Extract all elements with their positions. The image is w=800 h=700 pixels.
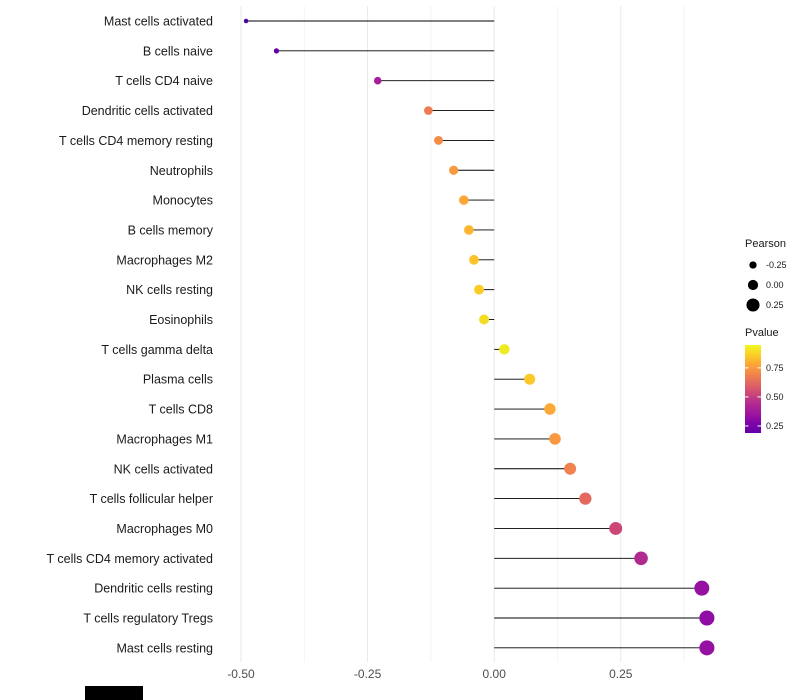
lollipop-row: Plasma cells <box>143 373 536 387</box>
data-point <box>634 551 648 566</box>
data-point <box>469 254 479 265</box>
legend-size-label: 0.25 <box>766 300 784 310</box>
legend-color-label: 0.75 <box>766 363 784 373</box>
lollipop-row: Neutrophils <box>150 164 495 178</box>
legend-size-dot <box>747 279 759 291</box>
category-label: Mast cells activated <box>104 15 213 29</box>
lollipop-row: T cells CD4 memory activated <box>47 551 648 566</box>
category-label: T cells regulatory Tregs <box>83 612 213 626</box>
legend-colorbar <box>745 345 761 433</box>
lollipop-row: T cells follicular helper <box>90 492 592 506</box>
category-label: Dendritic cells activated <box>82 104 213 118</box>
lollipop-row: B cells naive <box>143 44 495 58</box>
category-label: T cells CD4 memory activated <box>47 552 214 566</box>
data-point <box>464 225 474 235</box>
lollipop-row: T cells CD4 memory resting <box>59 134 495 148</box>
data-point <box>499 344 510 355</box>
lollipop-row: T cells gamma delta <box>101 343 510 357</box>
lollipop-row: Dendritic cells resting <box>94 580 710 596</box>
lollipop-row: Mast cells activated <box>104 15 495 29</box>
data-point <box>273 48 280 54</box>
category-label: Macrophages M0 <box>116 522 213 536</box>
data-point <box>474 284 484 295</box>
category-label: Monocytes <box>153 194 213 208</box>
lollipop-row: Monocytes <box>153 194 495 208</box>
category-label: B cells memory <box>128 223 214 237</box>
category-label: Neutrophils <box>150 164 213 178</box>
x-tick-label: -0.50 <box>227 667 255 681</box>
lollipop-row: B cells memory <box>128 223 495 237</box>
category-label: Dendritic cells resting <box>94 582 213 596</box>
legend-color-label: 0.25 <box>766 421 784 431</box>
lollipop-row: Macrophages M2 <box>116 253 495 267</box>
category-label: Macrophages M2 <box>116 253 213 267</box>
x-tick-label: 0.00 <box>483 667 507 681</box>
data-point <box>699 640 715 656</box>
data-point <box>549 433 561 445</box>
lollipop-row: T cells regulatory Tregs <box>83 610 715 626</box>
data-point <box>564 462 577 475</box>
legend-size-dot <box>746 298 760 312</box>
data-point <box>434 135 443 145</box>
data-point <box>579 492 592 505</box>
category-label: T cells CD8 <box>149 403 213 417</box>
legend-size-label: -0.25 <box>766 260 787 270</box>
legend-size-title: Pearson <box>745 238 786 250</box>
x-tick-label: -0.25 <box>354 667 382 681</box>
data-point <box>424 106 433 115</box>
lollipop-row: Mast cells resting <box>116 640 715 656</box>
x-tick-label: 0.25 <box>609 667 633 681</box>
category-label: B cells naive <box>143 44 213 58</box>
data-point <box>479 314 490 325</box>
data-point <box>699 610 715 626</box>
category-label: T cells gamma delta <box>101 343 213 357</box>
category-label: Plasma cells <box>143 373 213 387</box>
lollipop-row: NK cells activated <box>114 462 577 476</box>
data-point <box>524 373 536 385</box>
category-label: Macrophages M1 <box>116 432 213 446</box>
data-point <box>459 195 469 205</box>
category-label: T cells follicular helper <box>90 492 213 506</box>
category-label: NK cells resting <box>126 283 213 297</box>
legend-color-title: Pvalue <box>745 327 779 339</box>
category-label: Mast cells resting <box>116 641 213 655</box>
lollipop-row: T cells CD8 <box>149 403 556 417</box>
data-point <box>449 165 459 175</box>
lollipop-row: NK cells resting <box>126 283 495 297</box>
data-point <box>694 580 710 596</box>
data-point <box>544 403 556 415</box>
category-label: T cells CD4 naive <box>115 74 213 88</box>
data-point <box>609 521 623 535</box>
legend-size-label: 0.00 <box>766 280 784 290</box>
lollipop-row: Eosinophils <box>149 313 495 327</box>
category-label: NK cells activated <box>114 462 213 476</box>
category-label: Eosinophils <box>149 313 213 327</box>
data-point <box>373 76 382 85</box>
data-point <box>243 18 249 24</box>
legend-color-label: 0.50 <box>766 392 784 402</box>
lollipop-row: Macrophages M0 <box>116 521 623 536</box>
bottom-dark-fragment <box>85 686 143 700</box>
lollipop-row: Dendritic cells activated <box>82 104 495 118</box>
lollipop-row: T cells CD4 naive <box>115 74 495 88</box>
lollipop-row: Macrophages M1 <box>116 432 561 446</box>
legend-size-dot <box>749 261 757 269</box>
category-label: T cells CD4 memory resting <box>59 134 213 148</box>
